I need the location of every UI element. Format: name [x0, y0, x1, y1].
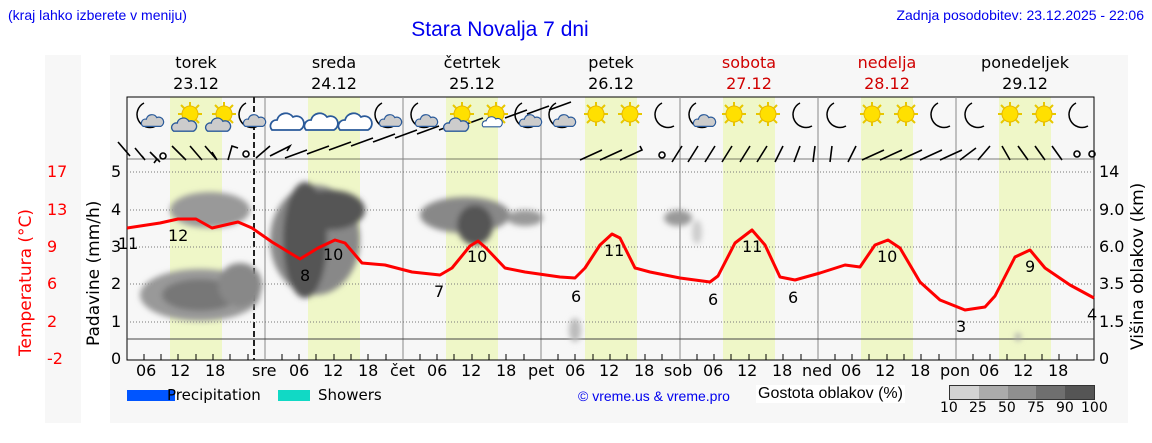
x-tick: ned	[802, 361, 833, 380]
precipitation-legend-label: Precipitation	[167, 386, 261, 404]
page-title: Stara Novalja 7 dni	[411, 18, 589, 41]
x-tick: sre	[252, 361, 277, 380]
svg-text:12: 12	[168, 226, 188, 245]
x-tick: 12	[737, 361, 758, 380]
region-hint: (kraj lahko izberete v meniju)	[8, 7, 187, 23]
x-tick: pet	[528, 361, 555, 380]
x-tick: 12	[1013, 361, 1034, 380]
cloud-tick: 6.0	[1099, 237, 1125, 256]
x-tick: 12	[875, 361, 896, 380]
x-tick: 12	[461, 361, 482, 380]
cloud-density	[140, 182, 1021, 342]
x-tick: 06	[565, 361, 586, 380]
svg-text:10: 10	[877, 247, 897, 266]
day-header: nedelja 28.12	[857, 53, 917, 93]
precip-tick: 5	[111, 162, 122, 181]
weather-icons-row	[130, 98, 1094, 132]
day-header: sreda 24.12	[311, 53, 357, 93]
svg-text:6: 6	[571, 287, 581, 306]
x-tick: 18	[205, 361, 226, 380]
day-header: ponedeljek 29.12	[981, 53, 1069, 93]
cloud-tick: 0	[1099, 349, 1110, 368]
x-tick: 18	[496, 361, 517, 380]
x-tick: 12	[599, 361, 620, 380]
day-header: torek 23.12	[173, 53, 219, 93]
precipitation-swatch	[127, 390, 175, 401]
x-tick: 18	[634, 361, 655, 380]
x-tick: 18	[910, 361, 931, 380]
density-tick: 25	[969, 400, 987, 416]
precip-tick: 2	[111, 274, 122, 293]
copyright-link[interactable]: © vreme.us & vreme.pro	[578, 388, 730, 404]
temp-tick: 9	[47, 237, 58, 256]
svg-text:9: 9	[1025, 257, 1035, 276]
cloud-tick: 1.5	[1099, 312, 1125, 331]
svg-text:3: 3	[956, 317, 966, 336]
svg-text:11: 11	[118, 234, 138, 253]
showers-legend-label: Showers	[318, 386, 382, 404]
precip-tick: 0	[111, 349, 122, 368]
day-header: četrtek 25.12	[443, 53, 501, 93]
density-tick: 75	[1027, 400, 1045, 416]
svg-text:10: 10	[467, 247, 487, 266]
cloud-density-label: Gostota oblakov (%)	[756, 385, 905, 403]
svg-text:7: 7	[434, 282, 444, 301]
svg-text:11: 11	[742, 237, 762, 256]
day-header: sobota 27.12	[721, 53, 777, 93]
x-tick: 06	[289, 361, 310, 380]
showers-swatch	[278, 390, 310, 401]
x-tick: 18	[1048, 361, 1069, 380]
precip-tick: 3	[111, 237, 122, 256]
temp-tick: 6	[47, 274, 58, 293]
temp-tick: 2	[47, 312, 58, 331]
x-tick: pon	[940, 361, 971, 380]
cloud-tick: 3.5	[1099, 274, 1125, 293]
x-tick: 06	[136, 361, 157, 380]
density-tick: 90	[1056, 400, 1074, 416]
density-tick: 10	[940, 400, 958, 416]
svg-text:6: 6	[708, 290, 718, 309]
daylight-bands	[170, 97, 1051, 360]
svg-text:11: 11	[604, 241, 624, 260]
temp-tick: 17	[47, 162, 68, 181]
precip-tick: 1	[111, 312, 122, 331]
x-tick: čet	[390, 361, 415, 380]
x-minor-ticks	[143, 354, 1078, 360]
day-header: petek 26.12	[588, 53, 634, 93]
x-tick: 18	[772, 361, 793, 380]
x-tick: 18	[358, 361, 379, 380]
cloud-tick: 14	[1099, 162, 1120, 181]
temp-axis-panel	[45, 55, 81, 423]
x-tick: 06	[979, 361, 1000, 380]
precip-tick: 4	[111, 200, 122, 219]
x-tick: 12	[323, 361, 344, 380]
density-tick: 50	[998, 400, 1016, 416]
temp-tick: 13	[47, 200, 68, 219]
x-tick: 06	[427, 361, 448, 380]
x-tick: 06	[703, 361, 724, 380]
cloud-tick: 9.0	[1099, 200, 1125, 219]
x-tick: 12	[170, 361, 191, 380]
cloud-density-scale	[949, 385, 1095, 400]
x-tick: 06	[841, 361, 862, 380]
svg-text:8: 8	[300, 266, 310, 285]
svg-text:4: 4	[1087, 305, 1097, 324]
last-updated: Zadnja posodobitev: 23.12.2025 - 22:06	[896, 7, 1144, 23]
x-tick: sob	[664, 361, 693, 380]
temperature-line	[126, 217, 1095, 312]
temp-tick: -2	[47, 349, 63, 368]
weather-icons	[136, 101, 1089, 132]
x-axis-labels: 06 12 18 sre 06 12 18 čet 06 12 18 pet 0…	[127, 361, 1094, 381]
svg-text:6: 6	[788, 288, 798, 307]
density-tick: 100	[1081, 400, 1108, 416]
svg-text:10: 10	[323, 245, 343, 264]
